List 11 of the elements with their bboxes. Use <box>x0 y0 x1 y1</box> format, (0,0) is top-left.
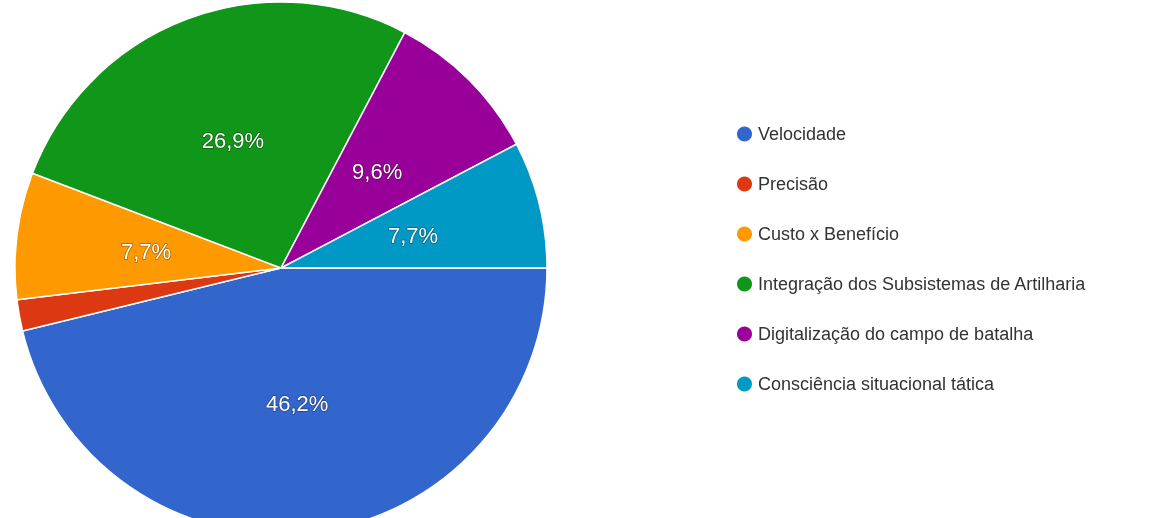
legend-label: Precisão <box>758 174 829 194</box>
legend-label: Consciência situacional tática <box>758 374 996 394</box>
legend-label: Custo x Benefício <box>758 224 900 244</box>
legend-label: Integração dos Subsistemas de Artilharia <box>758 274 1087 294</box>
data-label: 46,2% <box>266 390 329 416</box>
data-label: 7,7% <box>120 238 172 264</box>
data-label: 9,6% <box>352 159 403 185</box>
data-label: 26,9% <box>201 128 265 154</box>
legend-label: Velocidade <box>758 124 847 144</box>
legend-label: Digitalização do campo de batalha <box>758 324 1035 344</box>
data-label: 7,7% <box>387 222 439 248</box>
